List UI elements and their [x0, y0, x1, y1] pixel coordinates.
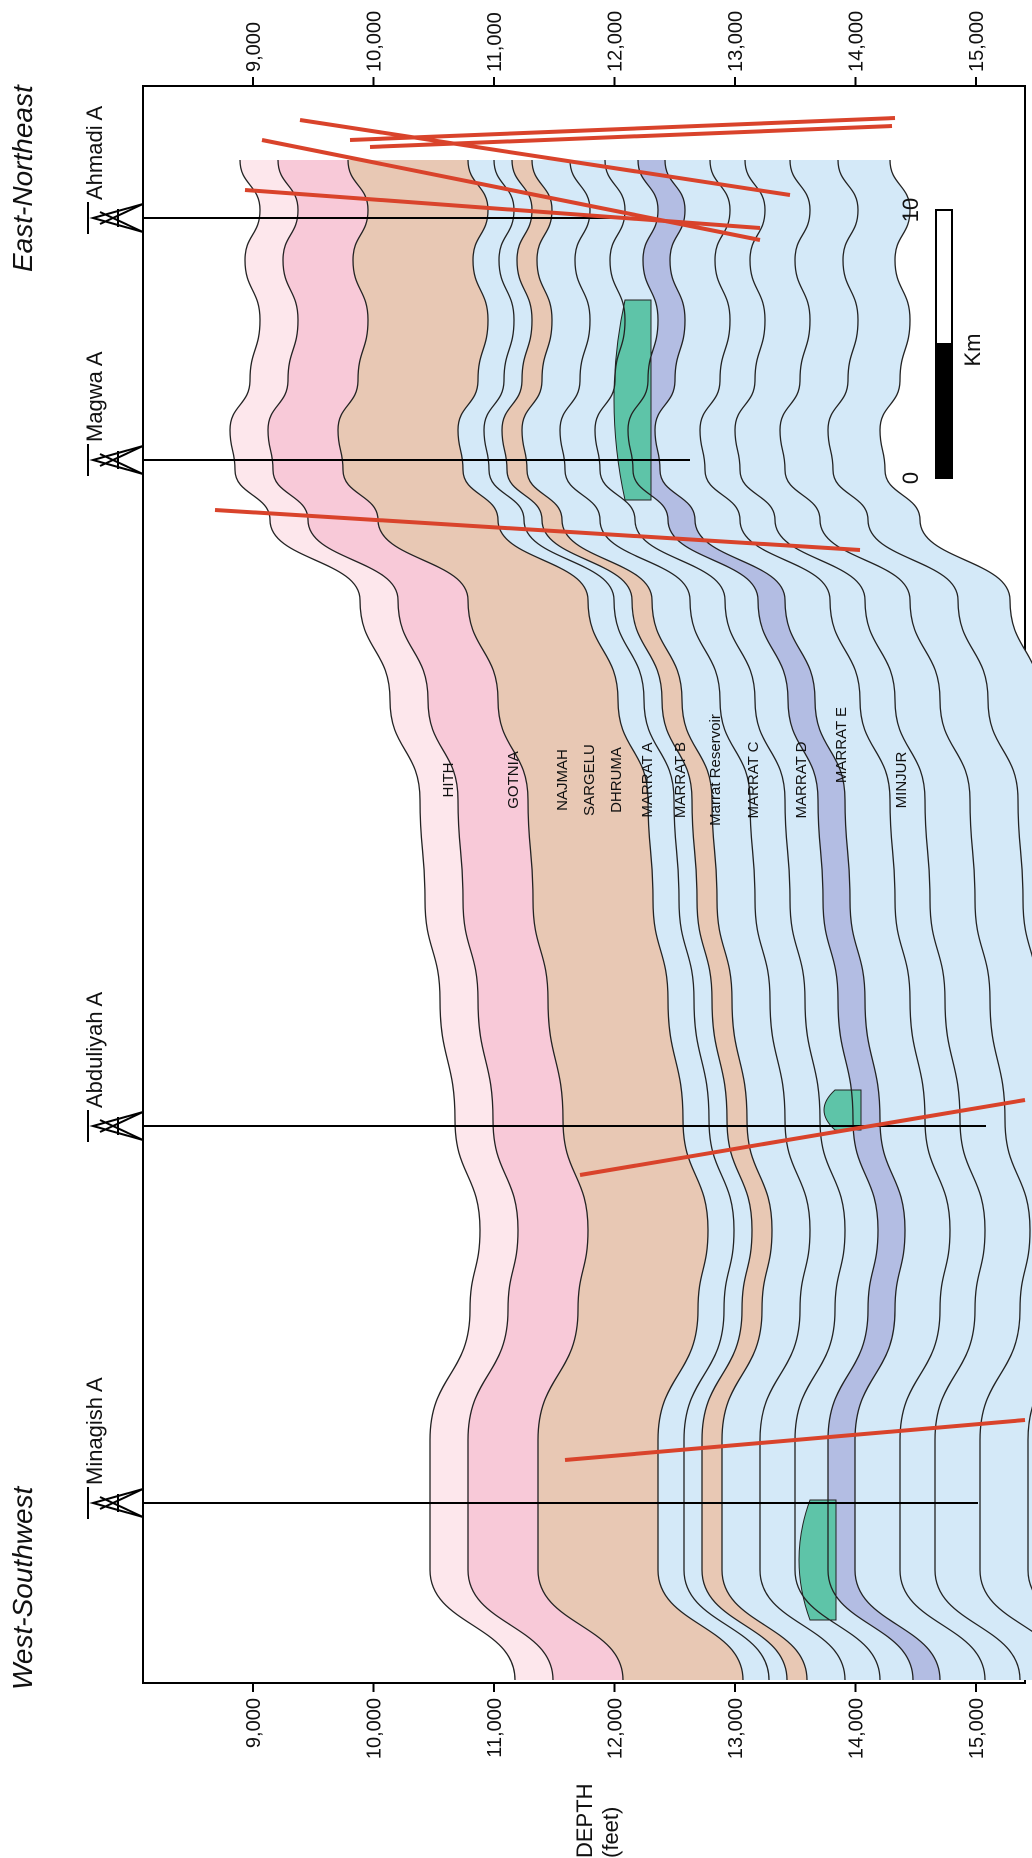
formation-band: [338, 160, 743, 1680]
formation-label: MARRAT A: [639, 742, 656, 817]
tick-label: 15,000: [966, 1698, 988, 1759]
direction-left: West-Southwest: [7, 1485, 38, 1690]
formation-boundary: [594, 159, 881, 1681]
formation-label: MARRAT B: [672, 742, 689, 818]
formation-boundary: [879, 159, 1032, 665]
formation-band: [268, 160, 623, 1680]
formation-label: GOTNIA: [505, 751, 522, 809]
formation-band: [828, 160, 1032, 1589]
formation-boundary: [267, 159, 554, 1681]
formation-band: [700, 160, 1020, 1680]
formation-band: [735, 160, 1032, 1680]
well-name: Magwa A: [82, 351, 107, 442]
tick-label: 10,000: [364, 11, 386, 72]
fault-line: [564, 1418, 1026, 1462]
formation-boundary: [827, 159, 1032, 1591]
direction-right-group: East-Northeast: [7, 84, 38, 272]
well-name: Abduliyah A: [82, 991, 107, 1108]
tick-label: 12,000: [605, 11, 627, 72]
formation-label: NAJMAH: [554, 749, 571, 811]
fault-line: [349, 116, 896, 142]
formation-labels: HITH GOTNIA NAJMAH SARGELU DHRUMA MARRAT A MAR…: [440, 707, 910, 826]
fault-line: [214, 508, 861, 552]
formation-band: [780, 160, 1032, 1632]
formation-label: SARGELU: [581, 744, 598, 816]
formation-band: [230, 160, 553, 1680]
formation-label: MARRAT D: [793, 741, 810, 818]
formation-boundaries: [229, 159, 1032, 1681]
faults: [214, 116, 1026, 1462]
tick-label: 9,000: [243, 1698, 265, 1748]
formation-boundary: [337, 159, 624, 1681]
tick-label: 12,000: [605, 1698, 627, 1759]
formation-bands: [230, 160, 1032, 1680]
scale-bar-black: [935, 343, 953, 479]
formation-boundary: [779, 159, 1032, 1633]
direction-right: East-Northeast: [7, 84, 38, 272]
derrick-icon-detail: [87, 444, 144, 476]
formation-label: MARRAT C: [745, 741, 762, 818]
formation-boundary: [501, 159, 788, 1681]
direction-left-group: West-Southwest: [7, 1485, 38, 1690]
fault-line: [261, 138, 761, 242]
formation-boundary: [521, 159, 808, 1681]
well-name: Minagish A: [82, 1377, 107, 1485]
formation-boundary: [559, 159, 846, 1681]
formation-band: [522, 160, 845, 1680]
formation-label: HITH: [440, 763, 457, 798]
scale-bar: 0 10 Km: [898, 198, 985, 484]
formation-band: [655, 160, 985, 1680]
formation-boundary: [734, 159, 1021, 1681]
formation-band: [560, 160, 880, 1680]
formation-label: Marrat Reservoir: [707, 714, 724, 826]
tick-label: 13,000: [725, 1698, 747, 1759]
derrick-icon-detail: [87, 1487, 144, 1519]
fault-line: [369, 124, 893, 149]
formation-boundary: [627, 159, 914, 1681]
tick-label: 14,000: [846, 11, 868, 72]
derrick-icon-detail: [87, 202, 144, 234]
axis-title-group: DEPTH (feet): [572, 1783, 623, 1858]
fault-line: [299, 118, 791, 197]
well: Abduliyah A: [82, 991, 986, 1142]
oil-accumulation: [823, 1089, 862, 1131]
formation-band: [458, 160, 769, 1680]
formation-label: DHRUMA: [608, 747, 625, 813]
tick-label: 15,000: [966, 11, 988, 72]
tick-label: 14,000: [846, 1698, 868, 1759]
well: Magwa A: [82, 351, 690, 476]
well: Ahmadi A: [82, 106, 655, 234]
formation-boundary: [457, 159, 744, 1681]
formation-boundary: [483, 159, 770, 1681]
depth-axis-top: 9,000 10,000 11,000 12,000 13,000 14,000 15,00…: [243, 11, 988, 86]
axis-title: DEPTH: [572, 1783, 597, 1858]
tick-label: 13,000: [725, 11, 747, 72]
scale-start: 0: [898, 472, 923, 484]
tick-label: 11,000: [484, 1698, 506, 1758]
formation-band: [502, 160, 807, 1680]
tick-label: 9,000: [243, 22, 265, 72]
tick-label: 11,000: [484, 12, 506, 72]
derrick-icon-detail: [87, 1110, 144, 1142]
wells: Minagish A Abduliyah A Magwa A Ahmadi A: [82, 106, 986, 1519]
scale-unit: Km: [960, 334, 985, 367]
formation-boundary: [654, 159, 941, 1681]
scale-bar-white: [935, 209, 953, 345]
formation-label: MARRAT E: [833, 707, 850, 783]
fault-line: [579, 1098, 1026, 1177]
formation-boundary: [699, 159, 986, 1681]
formation-label: MINJUR: [893, 752, 910, 809]
axis-unit: (feet): [598, 1807, 623, 1858]
formation-band: [484, 160, 787, 1680]
tick-label: 10,000: [364, 1698, 386, 1759]
formation-boundary: [229, 159, 516, 1681]
well-name: Ahmadi A: [82, 106, 107, 200]
scale-end: 10: [898, 198, 923, 222]
well: Minagish A: [82, 1377, 978, 1519]
depth-axis-bottom: 9,000 10,000 11,000 12,000 13,000 14,000 15,00…: [243, 1683, 988, 1759]
oil-accumulation: [798, 1499, 837, 1621]
formation-band: [628, 160, 940, 1680]
